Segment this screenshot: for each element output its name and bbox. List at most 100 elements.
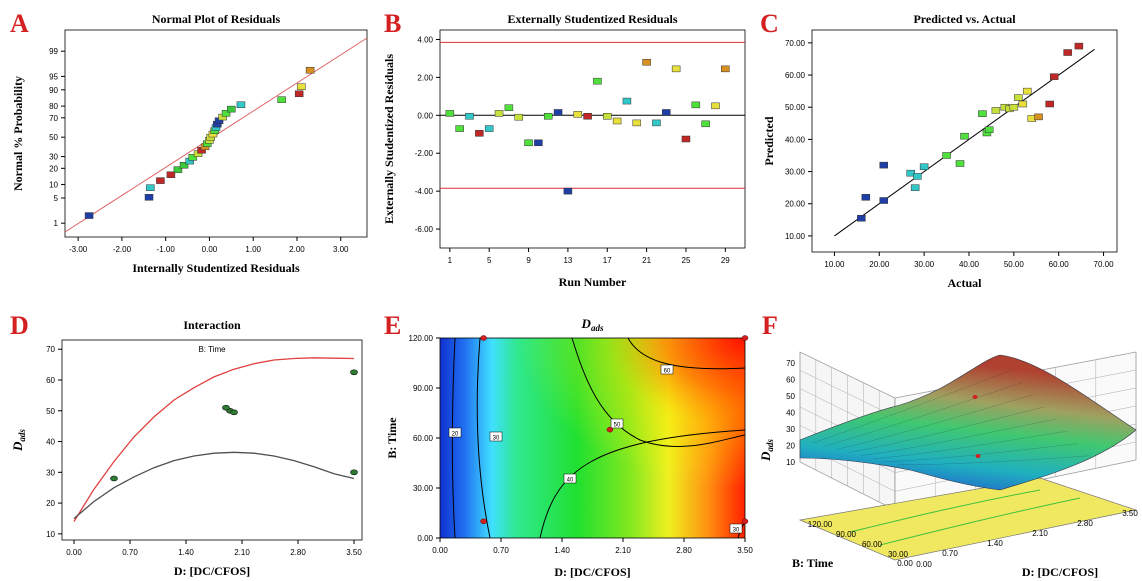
identity-line xyxy=(834,48,1095,237)
z-tick-label: 70 xyxy=(786,359,795,368)
x-axis-label: D: [DC/CFOS] xyxy=(174,564,250,578)
prediction-point xyxy=(1014,94,1023,101)
prediction-point xyxy=(857,214,866,222)
y-tick-label: 95 xyxy=(49,72,58,81)
contour-label-box xyxy=(563,473,577,484)
design-point xyxy=(480,518,487,525)
residual-point xyxy=(563,187,573,195)
residual-point xyxy=(294,90,304,98)
x-tick-label: 20.00 xyxy=(869,260,890,269)
y-axis-label: Dads xyxy=(10,429,27,452)
x-tick-label: -3.00 xyxy=(69,245,88,254)
residual-point xyxy=(642,58,651,66)
prediction-point xyxy=(1063,49,1072,56)
prediction-point xyxy=(1045,100,1054,108)
surface-mesh-line xyxy=(836,394,1034,450)
residual-point xyxy=(691,101,701,109)
contour-line xyxy=(571,337,746,447)
residual-point xyxy=(221,110,231,117)
residual-point xyxy=(711,102,720,110)
x-tick-label: 1.40 xyxy=(178,548,194,557)
residual-point xyxy=(455,125,464,132)
prediction-point xyxy=(1018,100,1028,108)
panel-letter: E xyxy=(384,311,401,340)
y-tick-label: 1 xyxy=(54,219,59,228)
y-axis-label: Normal % Probability xyxy=(11,76,25,191)
factor-legend: B: Time xyxy=(198,345,226,354)
x-tick-label: 1.40 xyxy=(554,546,570,555)
contour-label: 20 xyxy=(452,432,459,438)
x-tick-label: 17 xyxy=(603,256,612,265)
y-tick-label: 0.00 xyxy=(916,560,932,569)
y-axis-label: B: Time xyxy=(792,556,834,570)
residual-point xyxy=(612,117,622,125)
x-tick-label: 0.00 xyxy=(66,548,82,557)
residual-point xyxy=(188,154,198,161)
z-tick-label: 10 xyxy=(786,458,795,467)
contour-line xyxy=(627,337,746,370)
y-axis-label: Externally Studentized Residuals xyxy=(382,54,396,224)
y-tick-label: 70 xyxy=(46,345,55,354)
y-tick-label: 4.00 xyxy=(417,35,433,44)
contour-label: 30 xyxy=(733,528,740,534)
surface-mesh-line xyxy=(861,418,1056,456)
x-tick-label: 3.50 xyxy=(1122,509,1138,518)
surface-mesh-line xyxy=(873,431,1067,459)
y-tick-label: 20 xyxy=(49,164,58,173)
y-tick-label: 70 xyxy=(49,114,58,123)
x-axis-label: D: [DC/CFOS] xyxy=(1022,565,1098,579)
x-axis-label: Actual xyxy=(948,276,983,290)
prediction-point xyxy=(879,161,889,169)
y-tick-label: 50.00 xyxy=(785,103,806,112)
interaction-line-low xyxy=(73,451,355,519)
surface-mesh-line xyxy=(848,406,1045,453)
y-tick-label: 60.00 xyxy=(413,434,434,443)
x-tick-label: 29 xyxy=(721,256,730,265)
interaction-line-high xyxy=(73,357,355,522)
response-surface xyxy=(799,354,1137,491)
contour-label-box xyxy=(729,523,743,534)
prediction-point xyxy=(910,184,920,191)
contour-label: 40 xyxy=(567,478,574,484)
residual-point xyxy=(445,110,455,117)
residual-point xyxy=(277,96,286,103)
y-tick-label: 70.00 xyxy=(785,39,806,48)
residual-point xyxy=(144,194,154,201)
z-tick-label: 50 xyxy=(786,392,795,401)
residual-point xyxy=(603,113,612,120)
design-point xyxy=(975,454,981,458)
plot-frame xyxy=(64,29,368,238)
x-tick-label: 30.00 xyxy=(914,260,935,269)
residual-point xyxy=(583,113,592,120)
x-tick-label: 2.80 xyxy=(1077,519,1093,528)
prediction-point xyxy=(1034,113,1043,121)
y-tick-label: 10 xyxy=(46,530,55,539)
chart-title: Externally Studentized Residuals xyxy=(507,12,677,26)
panel-d: Interaction B: Time 0.00 0.70 1.40 2.10 2.80 3.… xyxy=(10,318,363,578)
y-tick-label: 50 xyxy=(49,133,58,142)
residual-point xyxy=(622,97,632,105)
prediction-point xyxy=(955,160,965,167)
z-axis-label: Dads xyxy=(758,439,775,462)
prediction-point xyxy=(879,197,889,204)
y-tick-label: 99 xyxy=(49,47,58,56)
residual-point xyxy=(681,135,691,143)
x-axis-label: D: [DC/CFOS] xyxy=(554,565,630,579)
y-tick-label: 20 xyxy=(46,499,55,508)
prediction-point xyxy=(978,110,987,117)
x-tick-label: 70.00 xyxy=(1094,260,1115,269)
panel-letter: D xyxy=(10,311,29,340)
contour-label-box xyxy=(610,418,624,429)
chart-title: Predicted vs. Actual xyxy=(913,12,1016,26)
x-tick-label: 0.70 xyxy=(122,548,138,557)
y-tick-label: 60.00 xyxy=(862,540,883,549)
x-axis-label: Run Number xyxy=(559,275,627,289)
design-point xyxy=(222,404,230,411)
residual-point xyxy=(543,113,553,120)
residual-point xyxy=(297,83,306,90)
residual-point xyxy=(721,65,730,73)
x-tick-label: 2.80 xyxy=(290,548,306,557)
contour-line xyxy=(539,429,746,539)
residual-point xyxy=(593,77,602,85)
residual-point xyxy=(484,125,494,132)
